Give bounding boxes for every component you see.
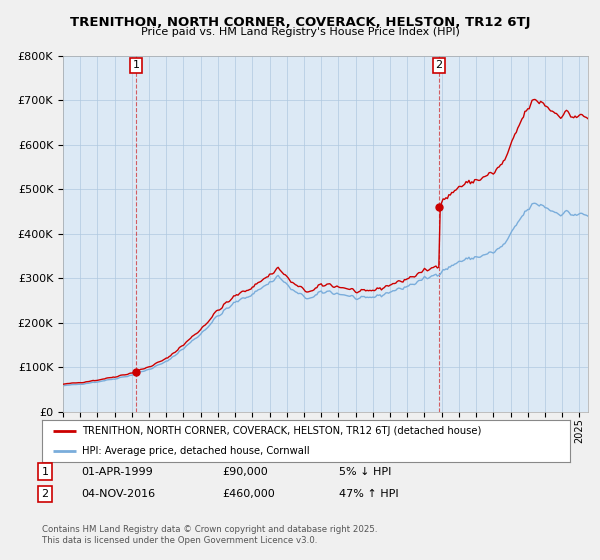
Text: Contains HM Land Registry data © Crown copyright and database right 2025.
This d: Contains HM Land Registry data © Crown c… — [42, 525, 377, 545]
Text: £90,000: £90,000 — [222, 466, 268, 477]
Text: 2: 2 — [436, 60, 442, 71]
Text: 47% ↑ HPI: 47% ↑ HPI — [339, 489, 398, 499]
Text: TRENITHON, NORTH CORNER, COVERACK, HELSTON, TR12 6TJ: TRENITHON, NORTH CORNER, COVERACK, HELST… — [70, 16, 530, 29]
Text: 1: 1 — [133, 60, 140, 71]
Text: 2: 2 — [41, 489, 49, 499]
Text: Price paid vs. HM Land Registry's House Price Index (HPI): Price paid vs. HM Land Registry's House … — [140, 27, 460, 37]
Text: 1: 1 — [41, 466, 49, 477]
Text: 5% ↓ HPI: 5% ↓ HPI — [339, 466, 391, 477]
Text: HPI: Average price, detached house, Cornwall: HPI: Average price, detached house, Corn… — [82, 446, 309, 456]
Text: 04-NOV-2016: 04-NOV-2016 — [81, 489, 155, 499]
Bar — [136, 56, 439, 412]
Text: TRENITHON, NORTH CORNER, COVERACK, HELSTON, TR12 6TJ (detached house): TRENITHON, NORTH CORNER, COVERACK, HELST… — [82, 426, 481, 436]
Text: 01-APR-1999: 01-APR-1999 — [81, 466, 153, 477]
Text: £460,000: £460,000 — [222, 489, 275, 499]
